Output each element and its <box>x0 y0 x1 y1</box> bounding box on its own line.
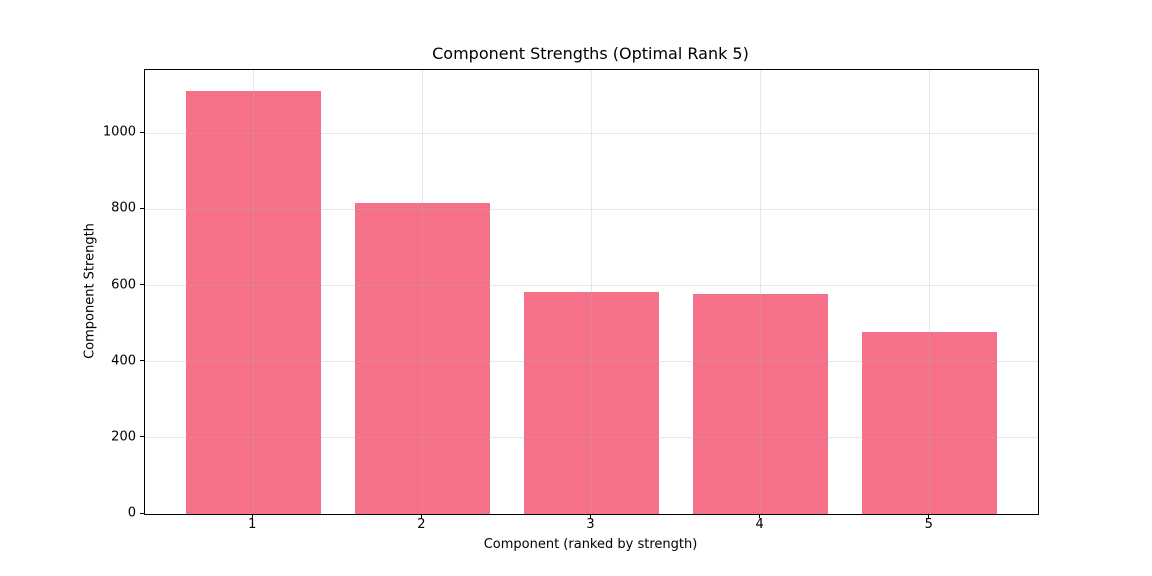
x-tick-mark <box>759 514 761 518</box>
chart-title: Component Strengths (Optimal Rank 5) <box>432 44 749 63</box>
y-tick-label: 1000 <box>102 124 136 140</box>
bar-component-4 <box>692 293 829 514</box>
x-tick-mark <box>251 514 253 518</box>
x-tick-label: 3 <box>586 517 595 532</box>
x-tick-label: 4 <box>755 517 764 532</box>
x-tick-mark <box>420 514 422 518</box>
y-tick-mark <box>140 207 144 209</box>
y-tick-label: 600 <box>111 277 136 293</box>
bar-component-2 <box>354 203 491 514</box>
y-tick-mark <box>140 360 144 362</box>
y-tick-label: 200 <box>111 429 136 445</box>
y-tick-mark <box>140 284 144 286</box>
y-tick-label: 800 <box>111 200 136 216</box>
x-axis-label: Component (ranked by strength) <box>483 537 698 552</box>
x-tick-mark <box>928 514 930 518</box>
y-tick-mark <box>140 131 144 133</box>
plot-area <box>144 69 1039 515</box>
y-tick-label: 400 <box>111 353 136 369</box>
bar-component-1 <box>185 90 321 514</box>
y-tick-mark <box>140 436 144 438</box>
y-tick-label: 0 <box>127 505 136 521</box>
bar-component-5 <box>862 331 998 514</box>
x-tick-label: 2 <box>417 517 426 532</box>
x-tick-label: 1 <box>248 517 257 532</box>
bar-component-3 <box>523 292 660 514</box>
y-tick-mark <box>140 512 144 514</box>
x-tick-label: 5 <box>924 517 933 532</box>
x-tick-mark <box>590 514 591 518</box>
